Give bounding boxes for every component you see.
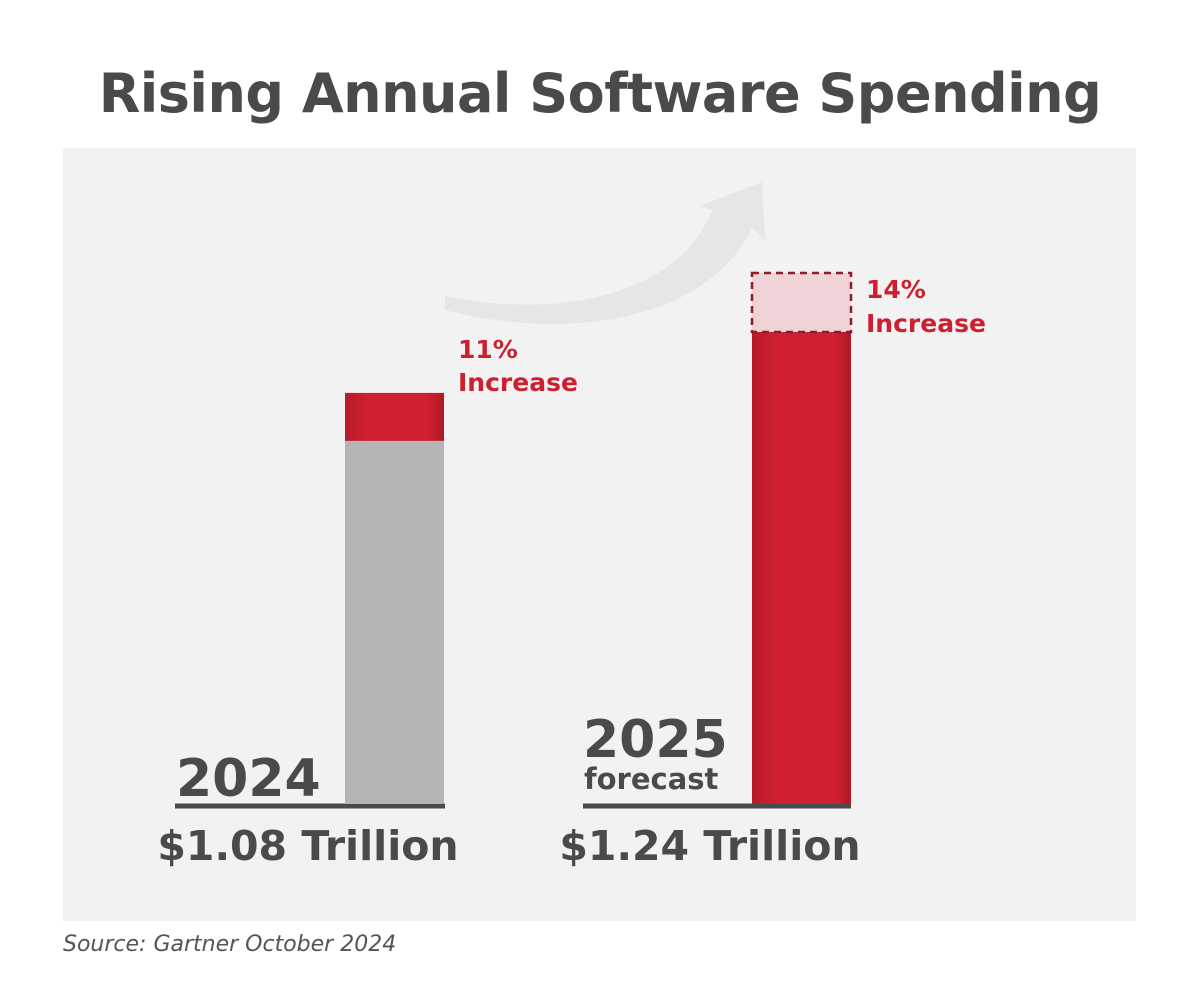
bar-2025-increase [750,271,853,334]
chart-panel [63,148,1136,921]
value-label-2025: $1.24 Trillion [559,822,860,870]
increase-text-2024: Increase [458,368,578,397]
bar-2024-base [345,440,444,804]
growth-arrow-icon [445,182,765,324]
increase-text-2025: Increase [866,309,986,338]
category-label-2025: 2025 [583,710,728,770]
chart-title: Rising Annual Software Spending [98,62,1102,125]
category-label-2024: 2024 [176,749,321,809]
value-label-2024: $1.08 Trillion [157,822,458,870]
bar-2025 [752,332,851,804]
increase-pct-2024: 11% [458,335,518,364]
source-note: Source: Gartner October 2024 [63,932,397,957]
bar-2024-increase [345,392,444,441]
category-sublabel-2025: forecast [584,762,719,796]
increase-pct-2025: 14% [866,275,926,304]
